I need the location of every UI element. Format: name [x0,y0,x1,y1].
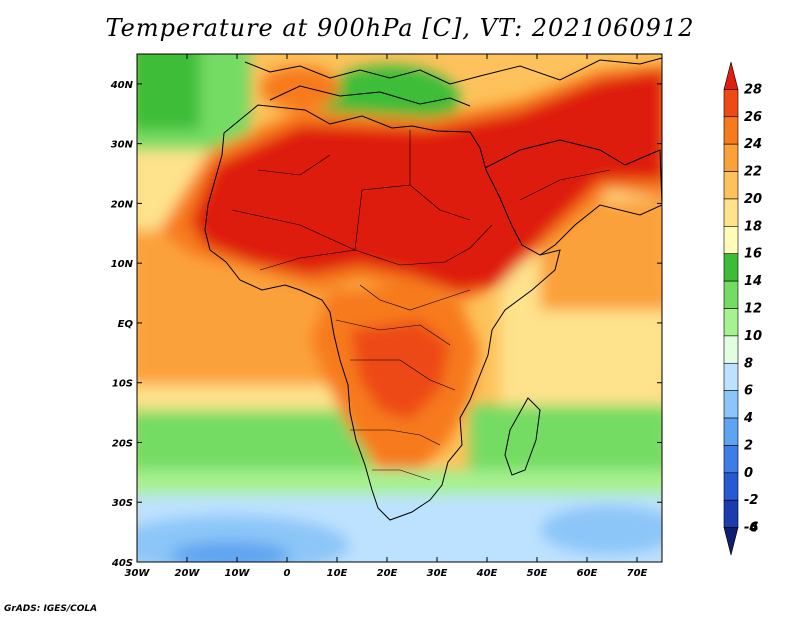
grads-credit: GrADS: IGES/COLA [4,604,98,614]
y-tick-label: 30N [111,140,134,151]
x-tick-label: 30W [125,568,151,579]
map-frame [136,53,663,563]
colorbar-swatch [723,116,739,145]
colorbar-swatch [723,226,739,255]
chart-title: Temperature at 900hPa [C], VT: 202106091… [105,14,695,42]
colorbar-label: 22 [744,165,762,180]
colorbar-label: -6 [744,521,758,536]
x-tick-label: 60E [577,568,598,579]
y-tick-label: 30S [112,498,133,509]
colorbar-swatch [723,362,739,391]
x-tick-label: 10W [225,568,251,579]
colorbar-label: -4 [744,521,758,536]
x-tick-label: 20W [175,568,201,579]
colorbar-label: -2 [744,493,758,508]
colorbar-swatch [723,198,739,227]
colorbar-swatch [723,280,739,309]
y-tick-label: 20S [112,438,133,449]
colorbar-swatch [723,171,739,200]
x-tick-label: 0 [284,568,291,579]
x-tick-label: 50E [527,568,548,579]
y-tick-label: 40S [111,558,133,569]
colorbar-swatch [723,527,739,556]
colorbar-swatch [723,445,739,474]
colorbar-label: 14 [744,274,762,289]
colorbar-label: 18 [744,219,762,234]
colorbar-label: 4 [743,411,753,426]
colorbar-label: 10 [744,329,762,344]
colorbar-label: 26 [744,110,762,125]
colorbar-label: 8 [744,356,753,371]
colorbar-label: 20 [744,192,762,207]
colorbar-label: 0 [744,466,753,481]
y-tick-label: 10S [112,379,133,390]
colorbar-swatch [723,335,739,364]
colorbar-swatch [723,390,739,419]
colorbar-swatch [723,417,739,446]
x-tick-label: 70E [627,568,648,579]
colorbar-label: 28 [744,82,762,97]
colorbar-label: 12 [744,302,762,317]
y-tick-label: 40N [110,80,134,91]
x-tick-label: 10E [327,568,348,579]
y-tick-label: 10N [111,259,134,270]
country-borders [231,130,611,481]
colorbar-label: 2 [744,438,753,453]
x-tick-label: 40E [476,568,498,579]
temperature-field [137,54,662,562]
y-tick-label: EQ [118,319,134,330]
y-axis-tick-labels: 40N 30N 20N 10N EQ 10S 20S 30S 40S [110,80,134,569]
colorbar-swatch [723,143,739,172]
colorbar-label: 24 [744,137,762,152]
coastlines [204,57,662,521]
colorbar-swatch [723,308,739,337]
axis-tick-marks [136,54,662,563]
y-tick-label: 20N [111,199,134,210]
colorbar-swatch [723,89,739,118]
colorbar-swatch [723,61,739,90]
colorbar-label: 6 [744,384,753,399]
colorbar-swatch [723,472,739,501]
colorbar-swatch [723,253,739,282]
colorbar-label: 16 [744,247,762,262]
x-axis-tick-labels: 30W 20W 10W 0 10E 20E 30E 40E 50E 60E 70E [125,568,648,579]
x-tick-label: 30E [427,568,448,579]
colorbar-swatch [723,499,739,528]
x-tick-label: 20E [377,568,398,579]
